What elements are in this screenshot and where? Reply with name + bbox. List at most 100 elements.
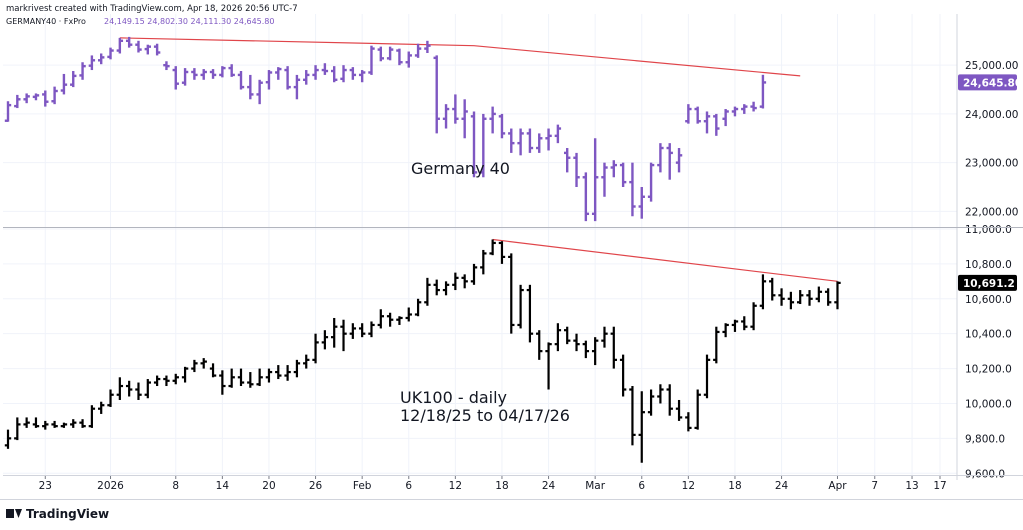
ohlc-bar: [703, 354, 711, 399]
x-tick-label: 7: [871, 480, 878, 492]
ohlc-bar: [591, 138, 599, 222]
ohlc-bar: [284, 66, 291, 90]
ohlc-bar: [489, 239, 496, 256]
ohlc-bar: [340, 65, 347, 83]
ohlc-bar: [564, 148, 571, 173]
ohlc-bar: [778, 288, 785, 306]
ohlc-bar: [405, 307, 412, 322]
ohlc-bar: [470, 263, 478, 285]
x-tick-label: 8: [172, 480, 179, 492]
y-tick-label: 24,000.00: [965, 109, 1018, 121]
ohlc-bar: [666, 384, 673, 416]
ohlc-bar: [14, 94, 21, 109]
y-tick-label: 10,000.0: [965, 398, 1012, 410]
y-tick-label: 11,000.0: [965, 224, 1012, 236]
ohlc-bar: [163, 375, 170, 387]
ohlc-bar: [303, 354, 310, 369]
ohlc-bar: [554, 124, 562, 144]
logo-mark-icon-tri: [15, 509, 22, 518]
ohlc-bar: [489, 106, 496, 134]
ohlc-bar: [32, 417, 40, 428]
x-tick-label: 24: [775, 480, 789, 492]
ohlc-bar: [153, 375, 161, 387]
ohlc-bar: [713, 326, 720, 364]
ohlc-bar: [256, 79, 263, 105]
ohlc-bar: [424, 277, 431, 306]
ohlc-bar: [675, 148, 683, 173]
ohlc-bar: [209, 363, 217, 378]
ohlc-bar: [237, 71, 245, 90]
ohlc-bar: [4, 429, 12, 449]
ohlc-bar: [526, 128, 534, 153]
ohlc-bar: [219, 370, 226, 395]
x-tick-label: 23: [39, 480, 52, 492]
ohlc-bar: [181, 68, 189, 86]
y-tick-label: 9,600.0: [965, 468, 1005, 480]
ohlc-bar: [200, 69, 207, 80]
ohlc-bar: [377, 46, 384, 62]
ohlc-bar: [349, 323, 357, 339]
ohlc-bar: [480, 249, 487, 275]
last-price-text: 24,645.80: [963, 77, 1022, 89]
ohlc-bar: [14, 417, 21, 441]
ohlc-bar: [769, 277, 776, 301]
y-tick-label: 10,400.0: [965, 329, 1012, 341]
ohlc-bar: [694, 389, 701, 430]
y-tick-label: 10,200.0: [965, 364, 1012, 376]
ohlc-bar: [573, 333, 580, 352]
ohlc-bar: [368, 321, 375, 338]
symbol-label: GERMANY40 · FxPro: [6, 17, 86, 26]
ohlc-bar: [107, 389, 114, 407]
resistance-trendline: [119, 37, 801, 77]
ohlc-bar: [42, 420, 49, 430]
ohlc-bar: [545, 128, 552, 151]
x-tick-label: 14: [216, 480, 230, 492]
ohlc-bar: [685, 104, 692, 124]
last-price-badge: 10,691.2: [958, 274, 1017, 291]
resistance-trendline: [492, 238, 838, 282]
created-by-text: markrivest created with TradingView.com,…: [6, 4, 298, 14]
ohlc-bar: [256, 368, 263, 387]
ohlc-bar: [125, 36, 133, 48]
tradingview-logo: TradingView: [6, 507, 109, 521]
ohlc-bar: [638, 187, 645, 219]
x-tick-label: 24: [542, 480, 556, 492]
ohlc-bar: [135, 40, 142, 53]
ohlc-bar: [396, 316, 403, 325]
ohlc-values: 24,149.15 24,802.30 24,111.30 24,645.80: [104, 17, 275, 26]
ohlc-bar: [806, 290, 813, 306]
ohlc-bar: [209, 69, 217, 79]
ohlc-bar: [70, 419, 77, 428]
x-tick-label: 18: [495, 480, 508, 492]
plot-background: [3, 14, 957, 475]
ohlc-bar: [368, 45, 375, 75]
ohlc-bar: [601, 326, 608, 348]
ohlc-bar: [759, 74, 767, 109]
x-tick-label: 17: [933, 480, 946, 492]
ohlc-bar: [98, 53, 105, 65]
x-tick-label: 18: [728, 480, 741, 492]
ohlc-bar: [51, 86, 58, 105]
ohlc-bar: [32, 93, 40, 101]
ohlc-bar: [125, 380, 133, 397]
ohlc-bar: [815, 286, 823, 303]
germany40-bars: [4, 36, 767, 222]
ohlc-bar: [647, 162, 655, 202]
germany-annotation: Germany 40: [411, 159, 510, 178]
ohlc-bar: [60, 73, 68, 95]
ohlc-bar: [582, 340, 590, 359]
ohlc-bar: [731, 319, 739, 332]
ohlc-bar: [442, 281, 450, 296]
ohlc-bar: [508, 128, 515, 153]
ohlc-bar: [228, 64, 235, 77]
ohlc-bar: [741, 316, 748, 331]
ohlc-bar: [442, 104, 450, 129]
ohlc-bar: [629, 162, 636, 217]
ohlc-bar: [349, 67, 357, 80]
ohlc-bar: [433, 279, 440, 296]
ohlc-bar: [51, 420, 58, 428]
ohlc-bar: [88, 55, 96, 71]
ohlc-bar: [358, 70, 366, 83]
ohlc-bar: [452, 94, 459, 124]
